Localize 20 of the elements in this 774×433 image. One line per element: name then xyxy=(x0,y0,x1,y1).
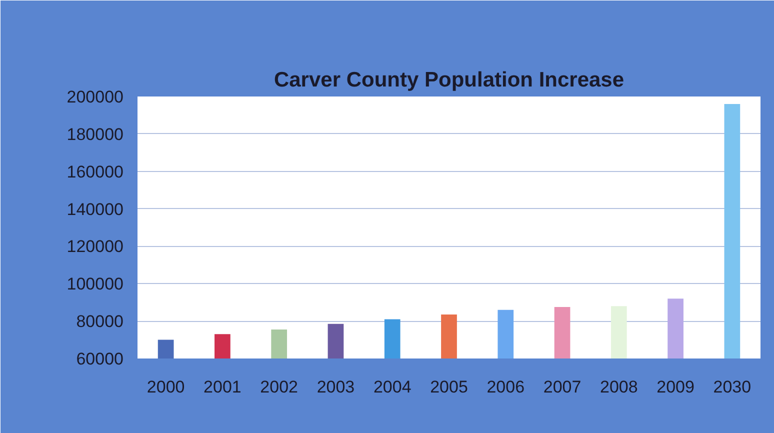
x-tick-label: 2003 xyxy=(316,378,355,396)
y-tick-label: 180000 xyxy=(66,124,124,144)
x-tick-label: 2009 xyxy=(656,378,694,396)
y-tick-label: 200000 xyxy=(66,88,124,106)
y-tick-label: 60000 xyxy=(76,350,124,368)
x-tick-label: 2004 xyxy=(373,378,412,396)
y-tick-label: 80000 xyxy=(76,312,124,332)
x-tick-label: 2006 xyxy=(486,378,525,396)
y-tick-label: 100000 xyxy=(66,274,124,294)
x-tick-label: 2008 xyxy=(600,378,638,396)
x-tick-label: 2002 xyxy=(260,378,298,396)
y-tick-label: 120000 xyxy=(66,237,124,256)
x-tick-label: 2030 xyxy=(713,378,752,396)
x-tick-label: 2001 xyxy=(204,378,242,396)
y-tick-label: 160000 xyxy=(66,162,124,182)
x-tick-label: 2000 xyxy=(146,378,185,396)
x-tick-label: 2007 xyxy=(543,378,582,396)
x-tick-label: 2005 xyxy=(430,378,468,396)
y-tick-label: 140000 xyxy=(66,200,124,219)
chart-title: Carver County Population Increase xyxy=(274,68,624,92)
